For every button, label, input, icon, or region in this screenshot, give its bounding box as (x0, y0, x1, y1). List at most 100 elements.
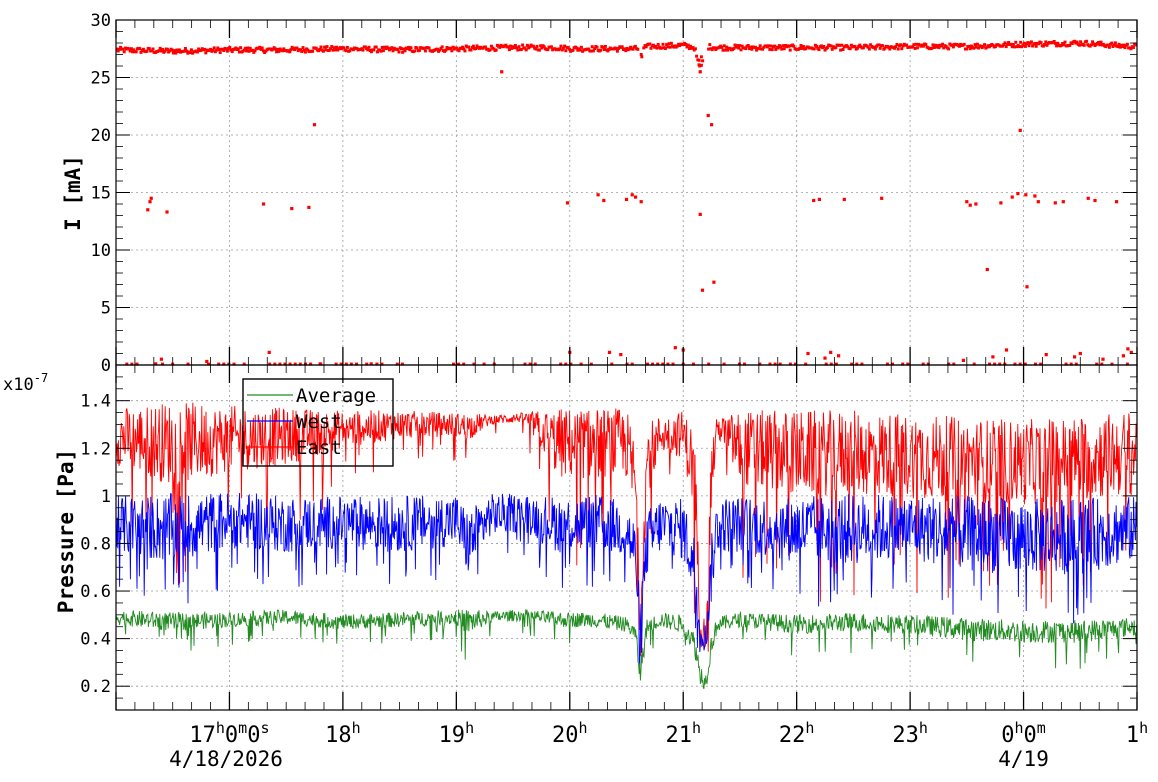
current-data-point (329, 47, 333, 51)
current-data-point (1020, 45, 1024, 49)
current-data-point (1055, 44, 1059, 48)
current-data-point (1014, 40, 1018, 44)
current-data-point (535, 44, 539, 48)
current-zero-point (804, 362, 808, 366)
current-zero-point (462, 362, 466, 366)
pressure-exponent-label: x10-7 (3, 371, 48, 395)
current-data-point (767, 44, 771, 48)
current-data-point (975, 42, 979, 46)
current-data-point (726, 48, 730, 52)
current-data-point (423, 49, 427, 53)
current-data-point (462, 47, 466, 51)
pressure-grid (116, 365, 1137, 710)
current-outlier-point (1033, 194, 1037, 198)
current-data-point (921, 44, 925, 48)
current-data-point (1022, 41, 1026, 45)
current-zero-point (1074, 362, 1078, 366)
current-data-point (633, 44, 637, 48)
current-outlier-point (1086, 196, 1090, 200)
current-data-point (788, 48, 792, 52)
current-data-point (516, 48, 520, 52)
current-data-point (1068, 43, 1072, 47)
current-zero-point (952, 362, 956, 366)
current-data-point (260, 46, 264, 50)
current-data-point (211, 48, 215, 52)
current-zero-point (268, 362, 272, 366)
current-grid (116, 20, 1137, 365)
current-data-point (1117, 42, 1121, 46)
current-data-point (936, 44, 940, 48)
current-data-point (941, 42, 945, 46)
current-data-point (321, 49, 325, 53)
current-data-point (141, 47, 145, 51)
current-zero-point (773, 362, 777, 366)
current-data-point (1085, 39, 1089, 43)
current-data-point (396, 48, 400, 52)
current-data-point (942, 46, 946, 50)
current-data-point (839, 48, 843, 52)
current-data-point (534, 47, 538, 51)
current-data-point (601, 45, 605, 49)
current-data-point (183, 47, 187, 50)
current-zero-point (298, 362, 302, 366)
current-data-point (243, 46, 247, 50)
current-data-point (408, 48, 412, 52)
current-data-point (887, 45, 891, 49)
current-data-point (669, 41, 673, 45)
current-outlier-point (1115, 200, 1119, 204)
current-outlier-point (842, 197, 846, 201)
current-zero-point (610, 362, 614, 366)
current-zero-point (135, 362, 139, 366)
current-data-point (750, 47, 754, 51)
time-tick-label: 0h0m (1001, 719, 1046, 748)
current-zero-point (217, 362, 221, 366)
current-data-point (531, 44, 535, 48)
current-data-point (300, 50, 304, 53)
current-data-point (492, 47, 496, 51)
current-data-point (507, 48, 511, 52)
current-data-point (774, 48, 778, 51)
current-data-point (1131, 46, 1135, 49)
current-data-point (817, 48, 821, 52)
current-outlier-point (1036, 200, 1040, 204)
current-zero-point (901, 362, 905, 366)
current-data-point (993, 45, 997, 49)
current-zero-point (1110, 362, 1114, 366)
current-data-point (1004, 45, 1008, 49)
current-zero-point (365, 362, 369, 366)
current-zero-point (564, 362, 568, 366)
current-data-point (822, 45, 826, 48)
current-data-point (663, 47, 667, 50)
legend-label-average: Average (296, 385, 376, 407)
current-data-point (1113, 41, 1117, 45)
current-data-point (834, 46, 838, 50)
pressure-lines (115, 402, 1138, 689)
current-data-point (1003, 41, 1007, 45)
current-outlier-point (146, 208, 150, 212)
current-zero-point (778, 362, 782, 366)
current-data-point (302, 48, 306, 52)
current-data-point (780, 47, 784, 51)
current-data-point (542, 45, 546, 49)
current-data-point (163, 49, 167, 53)
current-data-point (1017, 45, 1021, 49)
current-data-point (469, 48, 473, 52)
current-data-point (867, 47, 871, 51)
current-outlier-point (261, 202, 266, 206)
current-data-point (494, 48, 498, 52)
current-zero-point (947, 362, 951, 366)
current-data-point (684, 43, 688, 46)
current-data-point (177, 48, 181, 52)
current-data-point (792, 44, 796, 48)
current-data-point (444, 48, 448, 52)
current-data-point (332, 46, 336, 50)
current-data-point (237, 50, 241, 54)
current-zero-point (646, 362, 649, 366)
current-data-point (1070, 42, 1074, 45)
current-data-point (591, 49, 595, 53)
current-zero-point (988, 362, 991, 366)
current-y-tick-label: 25 (91, 69, 111, 89)
time-tick-label: 18h (325, 719, 361, 748)
current-data-point (325, 45, 329, 49)
current-outlier-point (369, 362, 373, 366)
